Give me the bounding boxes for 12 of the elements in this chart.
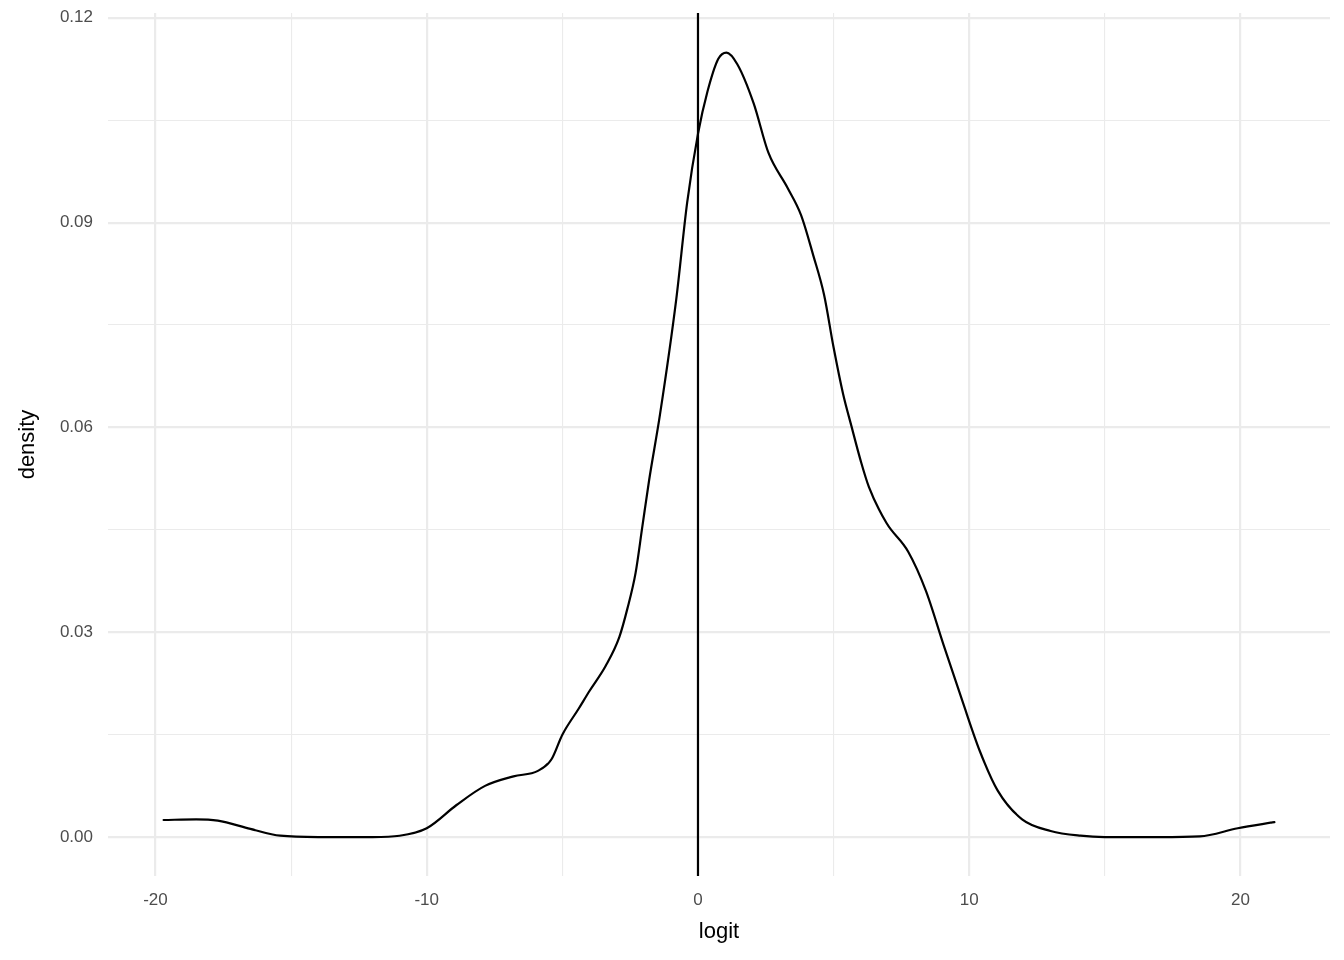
x-tick-label: 20 [1231,889,1250,909]
x-tick-label: 0 [693,889,703,909]
y-tick-label: 0.06 [59,417,93,437]
y-tick-label: 0.12 [59,7,93,27]
y-tick-label: 0.09 [59,212,93,232]
x-axis-title: logit [698,917,740,943]
y-axis-title: density [14,409,40,480]
x-tick-label: 10 [959,889,979,909]
x-tick-label: -10 [414,889,440,909]
x-tick-label: -20 [143,889,168,909]
y-tick-label: 0.03 [59,621,93,641]
y-tick-label: 0.00 [59,826,93,846]
